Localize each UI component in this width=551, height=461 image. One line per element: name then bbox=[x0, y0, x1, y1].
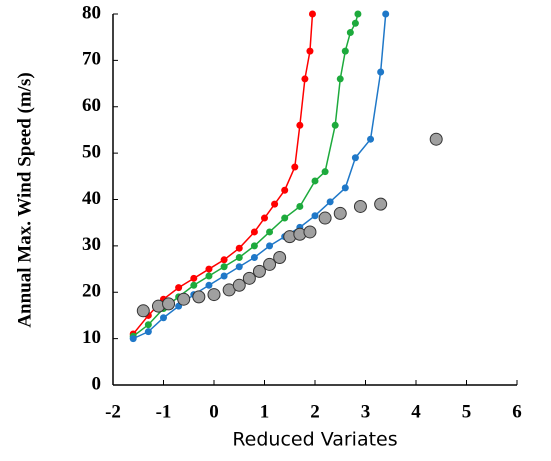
point bbox=[281, 214, 289, 222]
point bbox=[144, 321, 152, 329]
point bbox=[308, 10, 316, 18]
point bbox=[220, 272, 228, 280]
point bbox=[129, 335, 137, 343]
point bbox=[331, 121, 339, 129]
observed-point bbox=[318, 211, 332, 225]
observed-point bbox=[374, 197, 388, 211]
point bbox=[220, 263, 228, 271]
point bbox=[354, 10, 362, 18]
plot-area bbox=[129, 10, 443, 343]
x-tick-label: -2 bbox=[105, 401, 121, 422]
x-tick-label: 4 bbox=[411, 401, 421, 422]
point bbox=[346, 29, 354, 37]
observed-point bbox=[252, 264, 266, 278]
observed-point bbox=[263, 257, 277, 271]
x-tick-label: 6 bbox=[512, 401, 522, 422]
series-line bbox=[132, 13, 359, 337]
y-tick-label: 20 bbox=[82, 281, 101, 302]
series-line bbox=[132, 13, 314, 335]
y-tick-label: 70 bbox=[82, 49, 101, 70]
point bbox=[311, 177, 319, 185]
point bbox=[296, 202, 304, 210]
point bbox=[351, 154, 359, 162]
point bbox=[306, 47, 314, 55]
point bbox=[261, 214, 268, 222]
x-tick-label: 2 bbox=[310, 401, 320, 422]
x-axis-title: Reduced Variates bbox=[232, 429, 397, 451]
x-tick-label: 3 bbox=[361, 401, 371, 422]
series-line bbox=[132, 13, 387, 340]
point bbox=[291, 163, 299, 171]
x-tick-label: -1 bbox=[156, 401, 172, 422]
point bbox=[250, 253, 258, 261]
point bbox=[160, 314, 167, 322]
observed-point bbox=[303, 225, 317, 239]
point bbox=[205, 272, 213, 280]
point bbox=[336, 75, 344, 83]
point bbox=[351, 19, 359, 27]
observed-point bbox=[162, 297, 176, 311]
y-tick-label: 50 bbox=[82, 141, 101, 162]
observed-point bbox=[273, 250, 287, 264]
x-tick-label: 1 bbox=[260, 401, 270, 422]
point bbox=[271, 200, 279, 208]
observed-point bbox=[353, 199, 367, 213]
point bbox=[235, 244, 243, 252]
point bbox=[250, 228, 258, 236]
y-tick-label: 0 bbox=[92, 373, 102, 394]
point bbox=[296, 121, 304, 129]
y-tick-label: 80 bbox=[82, 2, 101, 23]
point bbox=[367, 135, 375, 143]
point bbox=[205, 265, 213, 273]
observed-point bbox=[177, 292, 191, 306]
observed-point bbox=[232, 278, 246, 292]
point bbox=[301, 75, 309, 83]
point bbox=[311, 212, 319, 220]
point bbox=[326, 198, 334, 206]
point bbox=[235, 253, 243, 261]
observed-point bbox=[242, 271, 256, 285]
point bbox=[190, 274, 198, 282]
point bbox=[377, 68, 385, 76]
point bbox=[250, 242, 258, 250]
y-tick-label: 30 bbox=[82, 234, 101, 255]
point bbox=[205, 281, 213, 289]
point bbox=[281, 186, 289, 194]
observed-point bbox=[136, 304, 150, 318]
x-tick-label: 0 bbox=[209, 401, 219, 422]
point bbox=[190, 281, 198, 289]
point bbox=[175, 284, 183, 292]
point bbox=[266, 242, 274, 250]
point bbox=[144, 328, 152, 336]
y-tick-label: 60 bbox=[82, 95, 101, 116]
point bbox=[235, 263, 243, 271]
observed-point bbox=[207, 288, 221, 302]
y-tick-label: 10 bbox=[82, 327, 101, 348]
observed-point bbox=[192, 290, 206, 304]
y-axis-title: Annual Max. Wind Speed (m/s) bbox=[14, 72, 35, 327]
point bbox=[220, 256, 228, 264]
point bbox=[382, 10, 390, 18]
x-tick-label: 5 bbox=[462, 401, 472, 422]
y-tick-label: 40 bbox=[82, 188, 101, 209]
point bbox=[341, 47, 349, 55]
observed-point bbox=[429, 132, 443, 146]
observed-point bbox=[333, 206, 347, 220]
point bbox=[321, 168, 329, 176]
point bbox=[266, 228, 274, 236]
point bbox=[341, 184, 349, 192]
